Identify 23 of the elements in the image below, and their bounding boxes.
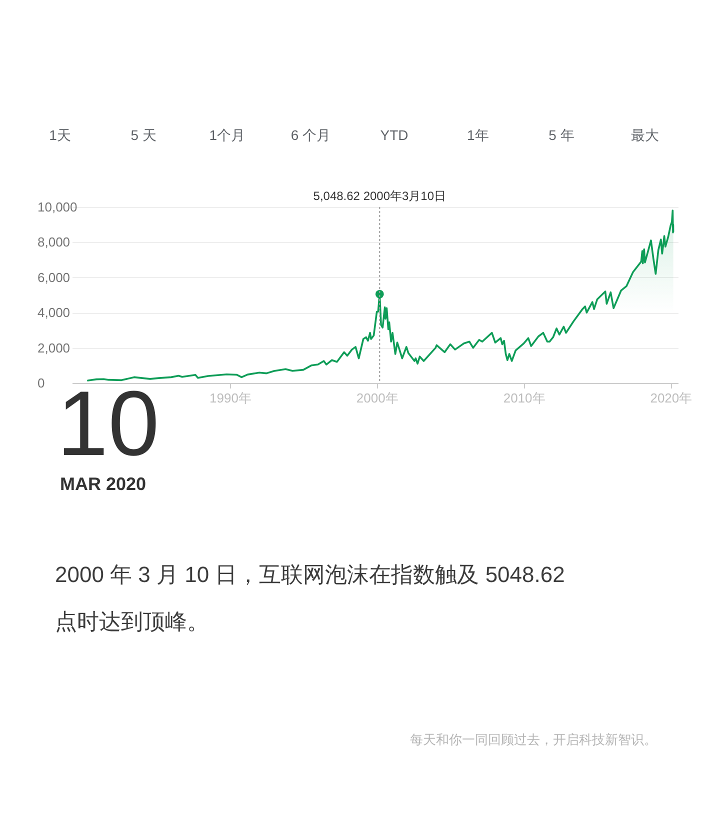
y-tick-label: 8,000	[38, 234, 70, 250]
text: 5 天	[130, 127, 156, 143]
x-tick-label: 2000年	[356, 390, 398, 406]
text: 5 年	[548, 127, 574, 143]
y-tick-label: 10,000	[38, 200, 78, 214]
text: YTD	[380, 127, 408, 143]
text: MAR 2020	[60, 474, 146, 494]
text: 6 个月	[290, 127, 331, 143]
y-tick-label: 6,000	[38, 270, 70, 285]
y-tick-label: 4,000	[38, 305, 70, 320]
y-tick-label: 2,000	[38, 340, 70, 356]
text: 1个月	[209, 127, 246, 143]
text: 每天和你一同回顾过去，开启科技新智识。	[410, 732, 657, 747]
ref-line-label: 5,048.62 2000年3月10日	[313, 189, 446, 203]
annotation: 10	[57, 373, 160, 475]
x-tick-label: 1990年	[210, 390, 252, 406]
text: 1年	[466, 127, 489, 143]
text: 2000 年 3 月 10 日，互联网泡沫在指数触及 5048.62 点时达到顶峰。	[55, 562, 565, 634]
text: 1天	[49, 127, 71, 143]
y-tick-label: 0	[38, 376, 45, 390]
x-tick-label: 2010年	[503, 390, 546, 406]
text: 最大	[631, 127, 659, 143]
x-tick-label: 2020年	[650, 390, 692, 406]
